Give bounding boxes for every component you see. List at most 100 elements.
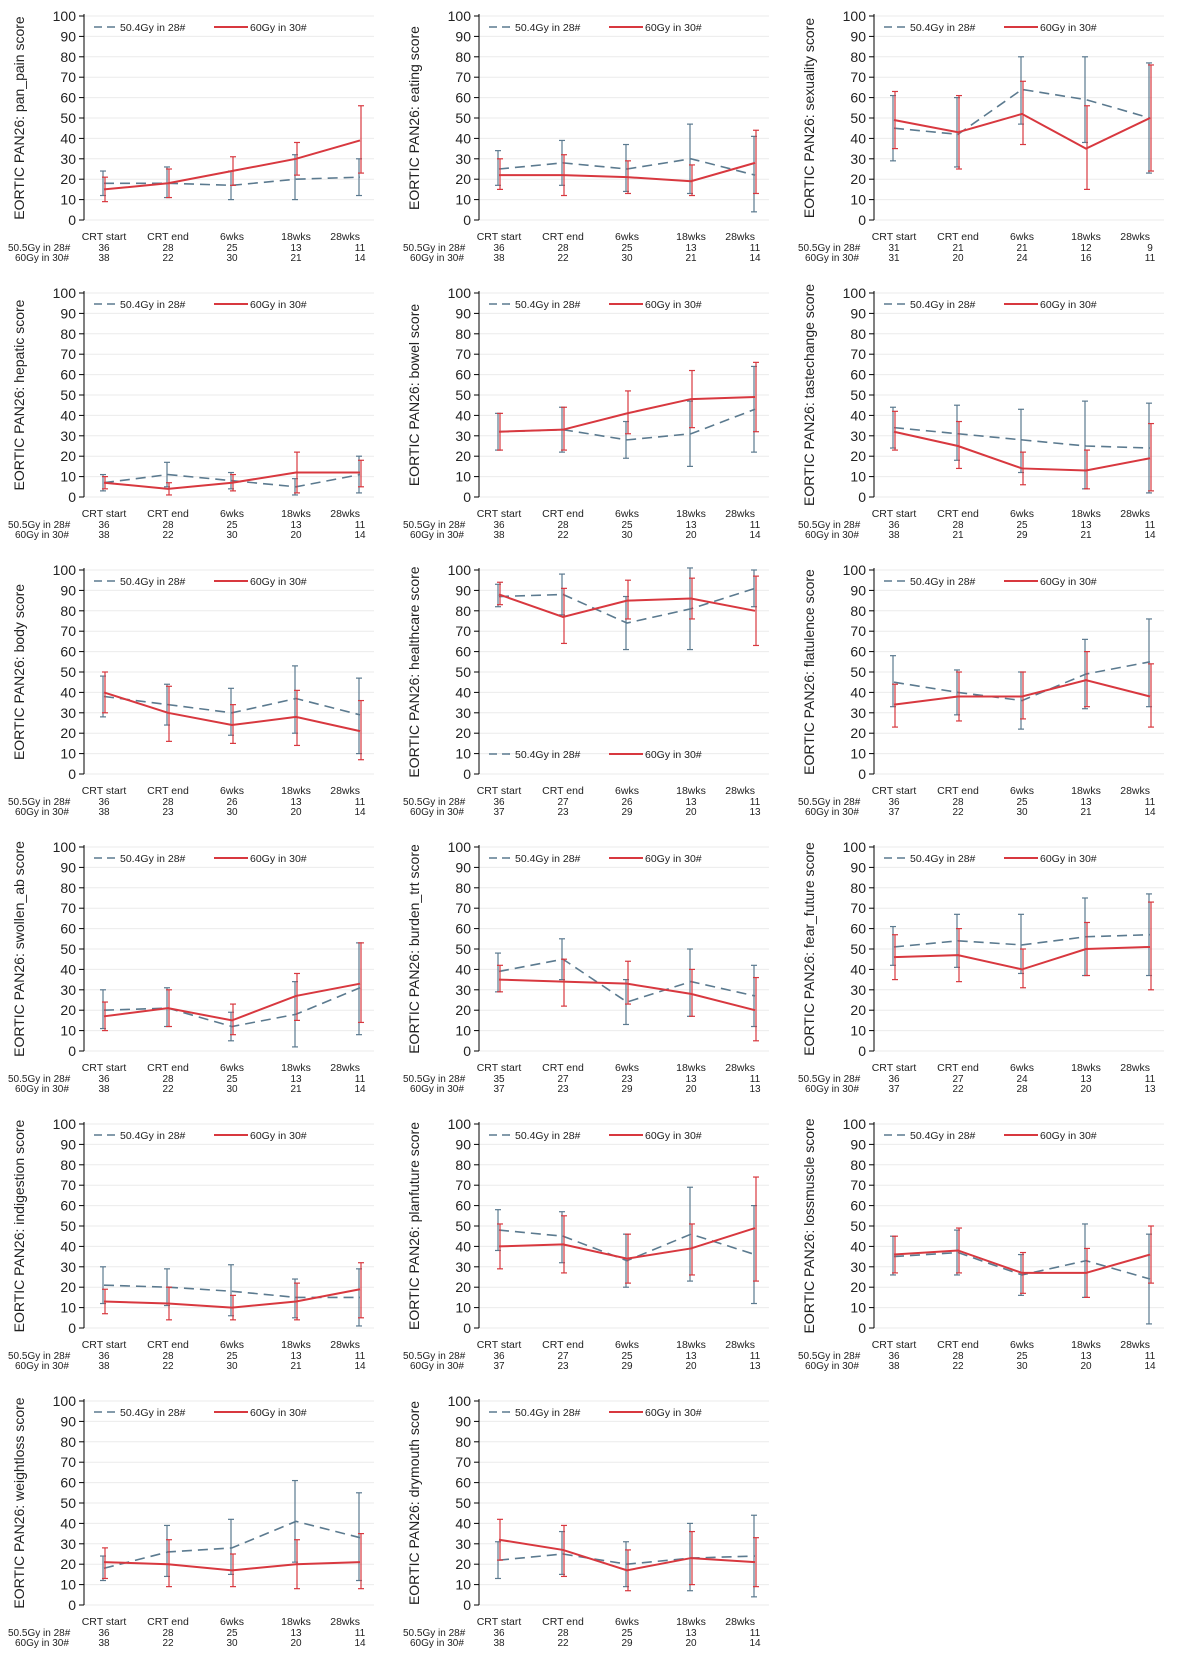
y-tick-label: 70	[455, 623, 471, 639]
y-axis-title: EORTIC PAN26: flatulence score	[801, 569, 817, 775]
n-count: 30	[621, 530, 633, 541]
n-count: 37	[493, 1361, 505, 1372]
chart-svg-1: 0 10 20 30 40 50 60 70 80 90 100 EORTIC PAN26: pan_…	[8, 8, 374, 264]
legend-label-60gy: 60Gy in 30#	[1040, 853, 1097, 865]
y-tick-label: 100	[448, 285, 472, 301]
n-row-label: 60Gy in 30#	[410, 1084, 464, 1095]
n-row-label: 60Gy in 30#	[410, 807, 464, 818]
y-tick-label: 90	[850, 305, 866, 321]
y-tick-label: 100	[843, 562, 867, 578]
y-tick-label: 80	[455, 603, 471, 619]
y-tick-label: 90	[60, 1136, 76, 1152]
x-tick-label: CRT end	[147, 1616, 189, 1628]
y-tick-label: 30	[455, 1259, 471, 1275]
y-tick-label: 30	[850, 428, 866, 444]
n-count: 25	[621, 243, 633, 254]
n-count: 13	[685, 520, 697, 531]
n-count: 37	[493, 1084, 505, 1095]
y-tick-label: 80	[850, 326, 866, 342]
y-tick-label: 60	[850, 644, 866, 660]
y-tick-label: 30	[850, 705, 866, 721]
chart-panel-7: 0 10 20 30 40 50 60 70 80 90 100 EORTIC PAN26: body…	[4, 558, 382, 826]
n-count: 27	[952, 1074, 964, 1085]
x-tick-label: CRT end	[147, 1062, 189, 1074]
y-tick-label: 0	[463, 1597, 471, 1613]
x-tick-label: 28wks	[330, 785, 360, 797]
n-count: 14	[1144, 807, 1156, 818]
legend-label-60gy: 60Gy in 30#	[250, 22, 307, 34]
n-count: 30	[226, 1638, 238, 1649]
n-row-label: 60Gy in 30#	[805, 1084, 859, 1095]
y-tick-label: 0	[68, 212, 76, 228]
n-row-label: 50.5Gy in 28#	[403, 797, 466, 808]
n-count: 20	[290, 807, 302, 818]
series-line-series-60gy	[893, 945, 1151, 971]
x-tick-label: CRT start	[477, 231, 522, 243]
series-line-series-60gy	[103, 139, 361, 191]
n-count: 13	[1080, 1351, 1092, 1362]
n-count: 22	[162, 253, 174, 264]
n-count: 21	[290, 1361, 302, 1372]
legend-label-60gy: 60Gy in 30#	[645, 853, 702, 865]
x-tick-label: CRT start	[82, 1616, 127, 1628]
series-line-series-60gy	[103, 691, 361, 733]
x-tick-label: 18wks	[1071, 1339, 1101, 1351]
n-row-label: 60Gy in 30#	[805, 253, 859, 264]
chart-panel-16: 0 10 20 30 40 50 60 70 80 90 100 EORTIC PAN26: weig…	[4, 1389, 382, 1657]
y-tick-label: 80	[850, 603, 866, 619]
legend-label-50-4gy: 50.4Gy in 28#	[910, 1130, 976, 1142]
x-tick-label: CRT start	[82, 1339, 127, 1351]
y-tick-label: 90	[455, 582, 471, 598]
n-count: 14	[354, 253, 366, 264]
y-tick-label: 20	[455, 448, 471, 464]
y-tick-label: 100	[53, 1116, 77, 1132]
x-tick-label: 28wks	[330, 1062, 360, 1074]
n-count: 20	[685, 1084, 697, 1095]
y-tick-label: 70	[850, 1177, 866, 1193]
y-tick-label: 10	[455, 1023, 471, 1039]
n-count: 13	[290, 1074, 302, 1085]
legend-label-60gy: 60Gy in 30#	[250, 1130, 307, 1142]
chart-svg-15: 0 10 20 30 40 50 60 70 80 90 100 EORTIC PAN26: loss…	[798, 1116, 1164, 1372]
legend-label-50-4gy: 50.4Gy in 28#	[120, 22, 186, 34]
y-tick-label: 10	[455, 746, 471, 762]
x-tick-label: 28wks	[1120, 508, 1150, 520]
n-count: 30	[1016, 807, 1028, 818]
y-tick-label: 70	[850, 623, 866, 639]
x-tick-label: 28wks	[1120, 231, 1150, 243]
y-tick-label: 30	[455, 1536, 471, 1552]
y-tick-label: 100	[448, 839, 472, 855]
legend-label-50-4gy: 50.4Gy in 28#	[910, 853, 976, 865]
n-count: 38	[98, 1084, 110, 1095]
y-tick-label: 60	[60, 367, 76, 383]
x-tick-label: CRT start	[872, 785, 917, 797]
x-tick-label: CRT start	[477, 1616, 522, 1628]
n-count: 36	[493, 520, 505, 531]
x-tick-label: CRT start	[477, 785, 522, 797]
x-tick-label: 6wks	[220, 785, 244, 797]
n-count: 13	[749, 1361, 761, 1372]
y-tick-label: 0	[858, 1320, 866, 1336]
series-line-series-60gy	[499, 161, 756, 183]
y-tick-label: 70	[455, 1454, 471, 1470]
x-tick-label: 6wks	[220, 231, 244, 243]
n-count: 28	[557, 520, 569, 531]
x-tick-label: 6wks	[220, 1339, 244, 1351]
x-tick-label: CRT start	[477, 1062, 522, 1074]
y-tick-label: 30	[455, 982, 471, 998]
legend-label-60gy: 60Gy in 30#	[645, 1407, 702, 1419]
y-tick-label: 100	[448, 8, 472, 24]
y-tick-label: 80	[60, 880, 76, 896]
n-count: 21	[952, 243, 964, 254]
y-tick-label: 70	[850, 69, 866, 85]
n-row-label: 60Gy in 30#	[15, 807, 69, 818]
y-axis-title: EORTIC PAN26: burden_trt score	[406, 844, 422, 1054]
chart-svg-2: 0 10 20 30 40 50 60 70 80 90 100 EORTIC PAN26: eati…	[403, 8, 769, 264]
n-count: 28	[162, 520, 174, 531]
x-tick-label: 28wks	[725, 231, 755, 243]
chart-svg-9: 0 10 20 30 40 50 60 70 80 90 100 EORTIC PAN26: flat…	[798, 562, 1164, 818]
y-tick-label: 20	[60, 448, 76, 464]
y-tick-label: 20	[455, 171, 471, 187]
y-tick-label: 40	[60, 407, 76, 423]
y-tick-label: 20	[850, 1002, 866, 1018]
